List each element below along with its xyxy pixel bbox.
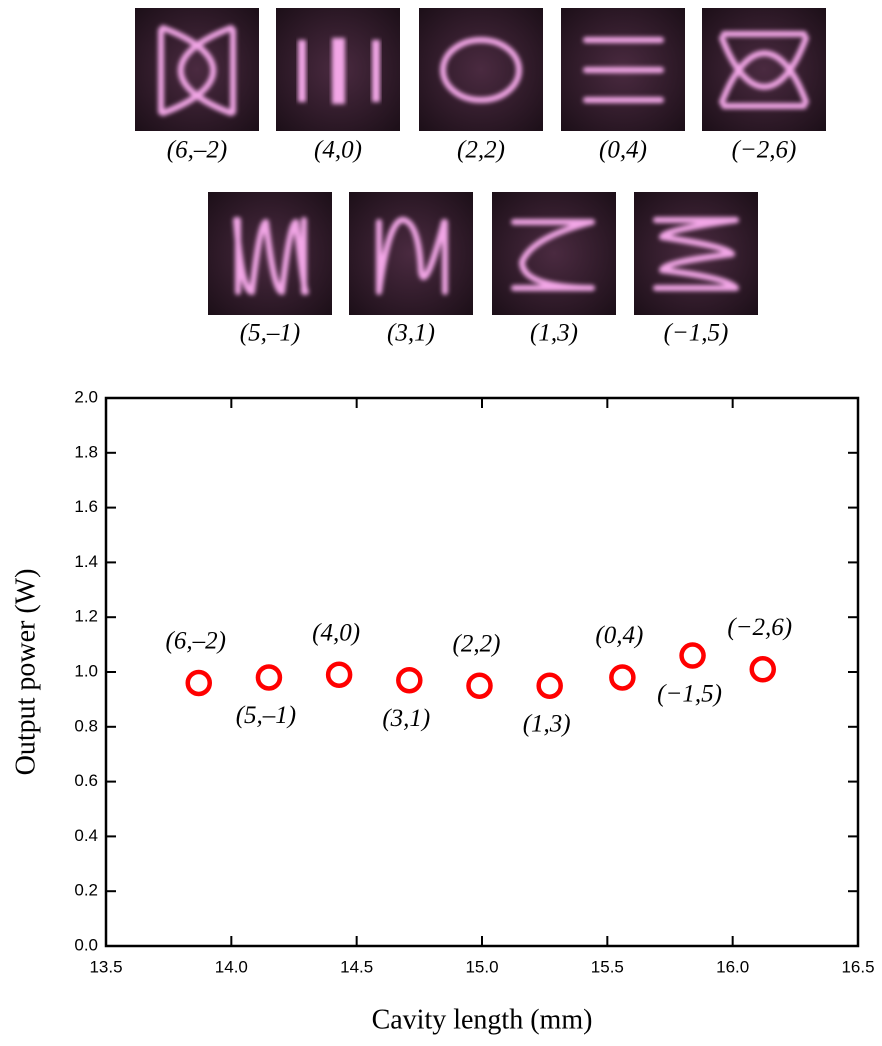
mode-image — [349, 192, 473, 315]
x-axis-title: Cavity length (mm) — [372, 1004, 593, 1035]
point — [188, 672, 210, 694]
point — [398, 669, 420, 691]
point-label: (1,3) — [523, 710, 571, 737]
y-tick-label: 0.6 — [74, 771, 98, 790]
point — [328, 664, 350, 686]
mode-image — [276, 8, 400, 131]
mode-label: (0,4) — [599, 137, 647, 164]
plot-frame — [106, 398, 858, 946]
y-tick-label: 1.4 — [74, 552, 98, 571]
y-tick-label: 1.0 — [74, 661, 98, 680]
mode-label: (5,–1) — [240, 320, 300, 347]
mode-image — [135, 8, 259, 131]
figure: (6,–2) (4,0) (2,2) (0,4) (−2,6) (5,–1) (… — [0, 0, 882, 1046]
y-tick-label: 1.6 — [74, 497, 98, 516]
mode-image — [208, 192, 332, 315]
mode-image — [492, 192, 616, 315]
mode-label: (2,2) — [457, 137, 505, 164]
x-tick-label: 14.5 — [340, 957, 373, 976]
point — [539, 675, 561, 697]
x-tick-label: 15.0 — [465, 957, 498, 976]
point — [258, 666, 280, 688]
point-label: (−2,6) — [727, 614, 792, 641]
mode-label: (4,0) — [314, 137, 362, 164]
y-tick-label: 0.2 — [74, 881, 98, 900]
mode-label: (3,1) — [387, 320, 435, 347]
mode-label: (−2,6) — [732, 137, 797, 164]
point — [468, 675, 490, 697]
y-tick-label: 1.2 — [74, 607, 98, 626]
y-tick-label: 1.8 — [74, 442, 98, 461]
y-tick-label: 0.0 — [74, 935, 98, 954]
mode-image — [561, 8, 685, 131]
point — [682, 645, 704, 667]
x-tick-label: 16.5 — [841, 957, 874, 976]
y-tick-label: 0.4 — [74, 826, 98, 845]
point-label: (0,4) — [595, 622, 643, 649]
x-tick-label: 13.5 — [89, 957, 122, 976]
mode-label: (−1,5) — [664, 320, 729, 347]
y-tick-label: 2.0 — [74, 387, 98, 406]
y-axis-title: Output power (W) — [10, 569, 41, 776]
point-label: (3,1) — [382, 705, 430, 732]
x-tick-label: 16.0 — [716, 957, 749, 976]
y-tick-label: 0.8 — [74, 716, 98, 735]
point — [752, 658, 774, 680]
point-label: (2,2) — [453, 630, 501, 657]
point-label: (6,–2) — [166, 628, 226, 655]
point-label: (4,0) — [312, 619, 360, 646]
mode-label: (6,–2) — [167, 137, 227, 164]
point-label: (5,–1) — [236, 702, 296, 729]
point-label: (−1,5) — [657, 680, 722, 707]
mode-image — [634, 192, 758, 315]
x-tick-label: 15.5 — [591, 957, 624, 976]
mode-image — [702, 8, 826, 131]
point — [611, 666, 633, 688]
mode-label: (1,3) — [530, 320, 578, 347]
x-tick-label: 14.0 — [215, 957, 248, 976]
mode-image — [419, 8, 543, 131]
